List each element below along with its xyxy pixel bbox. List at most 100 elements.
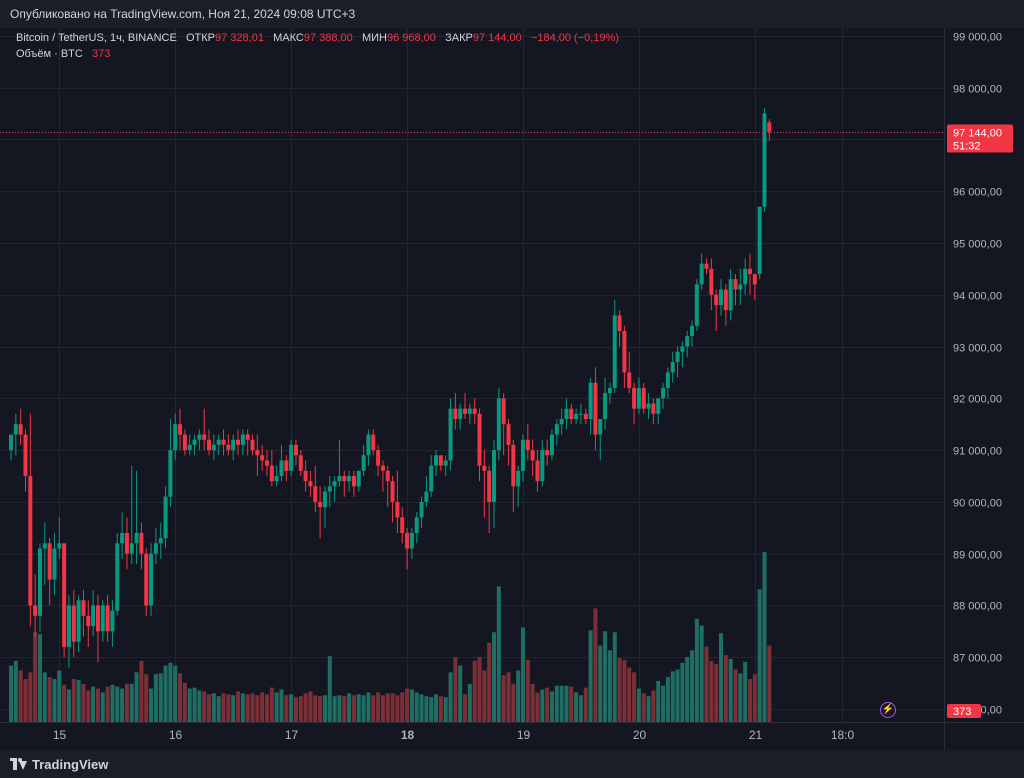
volume-bar	[134, 672, 139, 722]
volume-bar	[453, 657, 458, 722]
volume-bar	[636, 688, 641, 722]
candle-body	[583, 413, 588, 420]
candle-body	[18, 424, 23, 435]
tradingview-logo-icon[interactable]	[10, 758, 27, 770]
volume-bar	[409, 689, 414, 722]
volume-bar	[327, 656, 332, 722]
volume-bar	[192, 687, 197, 722]
candle-body	[685, 336, 690, 347]
candle-body	[322, 491, 327, 508]
candle-body	[414, 517, 419, 533]
volume-bar	[714, 663, 719, 722]
brand-name[interactable]: TradingView	[32, 756, 109, 772]
volume-bar	[477, 657, 482, 722]
candle-body	[202, 434, 207, 440]
volume-bar	[57, 670, 62, 722]
candle-body	[28, 475, 33, 606]
volume-bar	[492, 632, 496, 722]
volume-bar	[583, 687, 588, 722]
candle-body	[487, 470, 492, 502]
volume-legend: Объём · BTC 373	[16, 48, 110, 60]
volume-bar	[250, 693, 255, 722]
volume-bar	[197, 690, 202, 722]
candle-body	[767, 122, 772, 132]
volume-bar	[641, 693, 646, 722]
volume-bar	[332, 696, 337, 722]
candle-body	[134, 532, 139, 544]
candle-body	[728, 279, 733, 311]
candle-body	[144, 553, 149, 606]
volume-bar	[704, 646, 709, 722]
volume-bar	[467, 683, 472, 722]
volume-value: 373	[92, 48, 111, 60]
y-tick-label: 90 000,00	[953, 498, 1002, 510]
volume-bar	[429, 697, 434, 722]
candle-body	[42, 543, 47, 549]
candle-body	[661, 387, 666, 399]
candle-body	[443, 460, 448, 466]
volume-bar	[434, 694, 439, 722]
volume-bar	[598, 645, 603, 722]
candle-body	[588, 382, 593, 420]
volume-bar	[559, 685, 564, 722]
candle-body	[81, 600, 86, 616]
candle-body	[607, 387, 612, 394]
volume-bar	[28, 672, 33, 722]
volume-bar	[554, 685, 559, 722]
volume-bar	[23, 679, 28, 722]
volume-tag-value: 373	[953, 706, 971, 718]
candle-body	[690, 325, 695, 337]
candle-body	[168, 450, 173, 497]
candle-body	[269, 465, 274, 482]
volume-bar	[472, 660, 477, 722]
volume-bar	[187, 688, 192, 722]
volume-bar	[376, 692, 381, 722]
volume-bar	[588, 630, 593, 722]
candle-body	[632, 387, 637, 409]
candle-body	[293, 444, 298, 456]
volume-bar	[723, 655, 728, 722]
candle-body	[482, 465, 487, 471]
candle-body	[236, 439, 241, 445]
symbol-name[interactable]: Bitcoin / TetherUS, 1ч, BINANCE	[16, 32, 177, 44]
candle-body	[255, 450, 260, 456]
candle-body	[694, 284, 699, 326]
volume-label[interactable]: Объём · BTC	[16, 48, 83, 60]
candle-body	[115, 543, 120, 611]
volume-bar	[71, 679, 76, 722]
candle-body	[57, 543, 62, 549]
volume-bar	[699, 625, 704, 722]
candle-body	[535, 460, 540, 482]
candle-body	[71, 605, 76, 642]
candle-body	[463, 408, 468, 414]
volume-bar	[351, 695, 356, 722]
candle-body	[651, 403, 656, 414]
volume-bar	[574, 692, 579, 722]
candle-body	[347, 475, 352, 482]
candle-body	[342, 475, 347, 482]
volume-bar	[260, 692, 265, 722]
candle-body	[86, 615, 91, 627]
y-tick-label: 91 000,00	[953, 446, 1002, 458]
volume-bar	[578, 695, 583, 722]
volume-bar	[738, 673, 743, 722]
volume-bar	[458, 665, 463, 722]
candle-body	[675, 351, 680, 363]
volume-bar	[124, 683, 129, 722]
x-tick-label: 15	[53, 728, 67, 742]
volume-bar	[13, 660, 18, 722]
volume-bar	[690, 650, 695, 722]
volume-bar	[139, 660, 144, 722]
volume-bar	[129, 683, 134, 722]
lightning-icon[interactable]: ⚡	[880, 702, 896, 718]
volume-bar	[182, 682, 187, 722]
candle-body	[91, 605, 96, 627]
volume-bar	[448, 672, 453, 722]
volume-bar	[380, 695, 385, 722]
volume-bar	[405, 688, 410, 722]
x-tick-label: 16	[169, 728, 183, 742]
volume-bar	[269, 687, 274, 722]
candle-body	[709, 268, 714, 295]
